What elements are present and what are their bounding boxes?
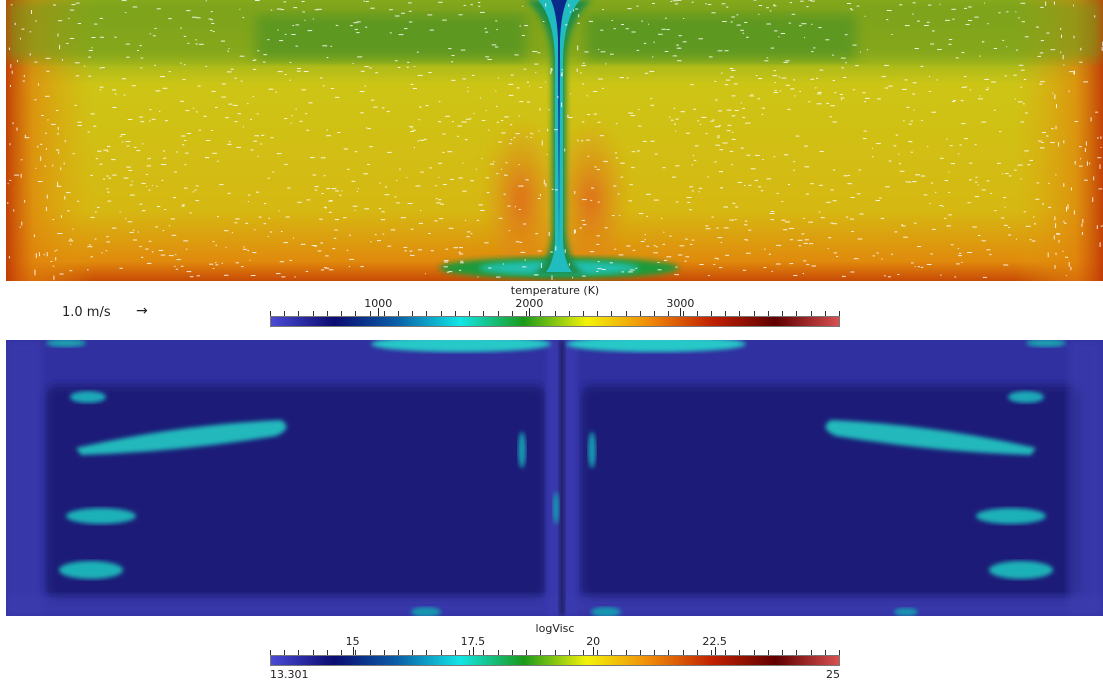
colorbar-tick-label: 15 [345,635,360,648]
viscosity-colorbar-title: logVisc [535,622,575,635]
temperature-field-plot [6,0,1103,281]
temperature-colorbar-ticks [270,308,840,316]
colorbar-tick-label: 17.5 [460,635,486,648]
colorbar-tick-label: 1000 [364,297,393,310]
temperature-colorbar-title: temperature (K) [510,284,600,297]
colorbar-tick-label: 20 [586,635,601,648]
viscosity-colorbar-ticks [270,647,840,655]
velocity-glyphs [7,0,1103,280]
velocity-scale-arrow-icon: → [136,303,148,319]
viscosity-max-label: 25 [826,668,840,681]
viscosity-field-image [6,340,1103,616]
temperature-field-image [6,0,1103,281]
viscosity-colorbar: logVisc 15 17.5 20 22.5 13.301 25 [270,622,840,690]
viscosity-min-label: 13.301 [270,668,309,681]
temperature-colorbar: temperature (K) 1000 2000 3000 [270,284,840,334]
colorbar-tick-label: 22.5 [702,635,727,648]
viscosity-colorbar-gradient [270,655,840,666]
viscosity-field-plot [6,340,1103,616]
temperature-colorbar-gradient [270,316,840,327]
colorbar-tick-label: 3000 [666,297,695,310]
velocity-scale-label: 1.0 m/s [62,305,111,320]
colorbar-tick-label: 2000 [515,297,544,310]
